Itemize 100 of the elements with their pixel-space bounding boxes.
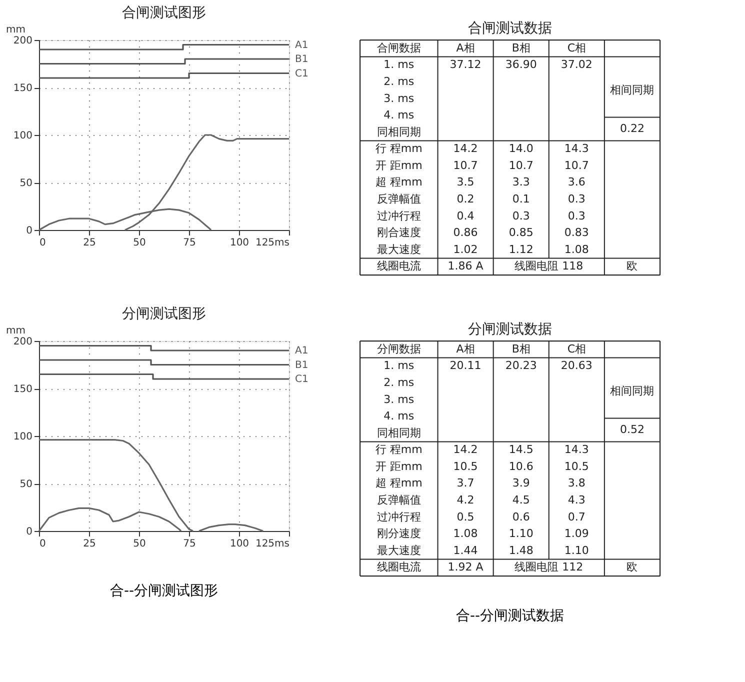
- text: 相间同期: [610, 384, 654, 398]
- category-label: C相: [567, 342, 586, 356]
- text: 线圈电阻 118: [514, 260, 584, 273]
- text: 分闸测试数据: [468, 322, 552, 338]
- category-label: 行 程mm: [375, 142, 422, 156]
- category-label: 同相同期: [376, 426, 421, 440]
- text: 1.48: [508, 544, 534, 557]
- category-label: 3. ms: [384, 92, 414, 105]
- y-tick-label: 100: [13, 432, 32, 442]
- text: 0.52: [620, 422, 644, 436]
- text: 1.44: [453, 544, 478, 557]
- category-label: 1. ms: [384, 58, 414, 72]
- text: 0.85: [508, 226, 534, 240]
- text: 1.92 A: [448, 560, 484, 574]
- y-tick-label: 100: [13, 130, 32, 142]
- chart-title: 合闸测试图形: [122, 5, 206, 21]
- category-label: 反弹幅值: [376, 493, 421, 506]
- text: 10.6: [508, 460, 534, 473]
- series-label: C1: [295, 68, 308, 80]
- y-axis-title: mm: [6, 326, 26, 336]
- text: 0.3: [568, 192, 586, 206]
- text: 3.9: [512, 476, 530, 490]
- text: 10.7: [453, 158, 478, 172]
- text: 14.3: [564, 142, 589, 156]
- text: 14.2: [453, 142, 478, 156]
- category-label: 最大速度: [376, 242, 421, 256]
- y-tick-label: 0: [26, 526, 32, 538]
- text: 线圈电流: [376, 260, 421, 273]
- category-label: B相: [512, 342, 530, 356]
- x-tick-label: 100: [230, 538, 250, 550]
- x-tick-label: 0: [40, 238, 46, 248]
- text: 相间同期: [610, 83, 654, 96]
- text: 1.12: [508, 242, 534, 256]
- text: 1.10: [564, 544, 589, 557]
- text: 4.2: [456, 493, 474, 506]
- category-label: 过冲行程: [376, 510, 421, 524]
- category-label: A相: [456, 342, 475, 356]
- y-tick-label: 200: [13, 336, 32, 348]
- text: 0.6: [512, 510, 530, 524]
- category-label: 过冲行程: [376, 209, 421, 222]
- text: 3.6: [568, 176, 586, 189]
- text: 37.12: [450, 58, 482, 72]
- text: 0.3: [512, 209, 530, 222]
- text: 14.5: [508, 443, 534, 456]
- text: 0.7: [568, 510, 586, 524]
- x-tick-label: 25: [83, 538, 96, 550]
- x-tick-label: 50: [133, 538, 146, 550]
- x-tick-label: 75: [183, 538, 196, 550]
- text: 欧: [626, 260, 638, 273]
- text: 线圈电流: [376, 560, 421, 574]
- text: 1.08: [453, 527, 478, 540]
- category-label: 同相同期: [376, 125, 421, 138]
- text: 3.7: [456, 476, 474, 490]
- text: 0.2: [456, 192, 474, 206]
- series-label: B1: [295, 360, 308, 371]
- text: 0.3: [568, 209, 586, 222]
- category-label: B相: [512, 41, 530, 54]
- text: 0.1: [512, 192, 530, 206]
- category-label: 刚分速度: [376, 527, 421, 540]
- x-tick-label: 25: [83, 238, 96, 248]
- text: 3.5: [456, 176, 474, 189]
- y-tick-label: 150: [13, 384, 32, 395]
- text: 欧: [626, 560, 638, 574]
- text: 37.02: [560, 58, 592, 72]
- category-label: 1. ms: [384, 359, 414, 372]
- text: 合--分闸测试图形: [110, 583, 218, 599]
- category-label: 开 距mm: [375, 460, 422, 473]
- series-label: C1: [295, 374, 308, 385]
- category-label: 2. ms: [384, 376, 414, 389]
- x-tick-label: 0: [40, 538, 46, 550]
- text: 20.23: [505, 359, 537, 372]
- category-label: 3. ms: [384, 392, 414, 406]
- text: 14.2: [453, 443, 478, 456]
- text: 合--分闸测试数据: [456, 608, 564, 624]
- y-tick-label: 50: [20, 178, 32, 189]
- text: 3.3: [512, 176, 530, 189]
- y-tick-label: 50: [20, 479, 32, 490]
- text: 0.83: [564, 226, 589, 240]
- text: 0.86: [453, 226, 478, 240]
- text: 14.0: [508, 142, 534, 156]
- text: 10.5: [453, 460, 478, 473]
- category-label: 反弹幅值: [376, 192, 421, 206]
- text: 合闸测试数据: [468, 20, 552, 36]
- text: 1.08: [564, 242, 589, 256]
- x-tick-label: 100: [230, 238, 250, 248]
- category-label: 分闸数据: [376, 342, 421, 356]
- category-label: 刚合速度: [376, 226, 421, 240]
- series-label: B1: [295, 54, 308, 65]
- y-tick-label: 150: [13, 83, 32, 94]
- text: 1.09: [564, 527, 589, 540]
- text: 1.02: [453, 242, 478, 256]
- category-label: A相: [456, 41, 475, 54]
- text: 10.5: [564, 460, 589, 473]
- text: 20.11: [450, 359, 482, 372]
- text: 14.3: [564, 443, 589, 456]
- text: 1.10: [508, 527, 534, 540]
- x-tick-label: 125ms: [255, 538, 290, 550]
- category-label: 4. ms: [384, 108, 414, 122]
- series-label: A1: [295, 346, 308, 356]
- y-axis-title: mm: [6, 24, 26, 36]
